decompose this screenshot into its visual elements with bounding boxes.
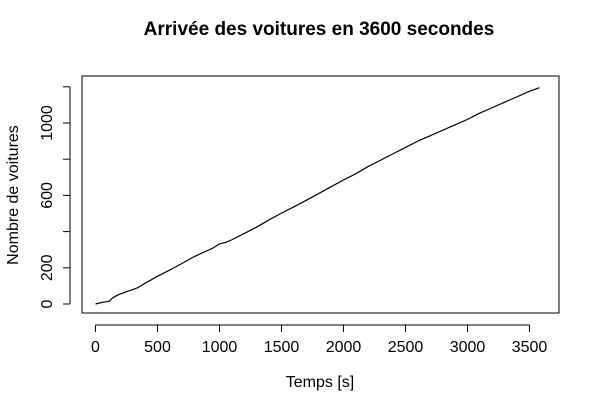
x-tick-label: 3500: [512, 339, 548, 356]
plot-frame: [81, 75, 560, 314]
x-axis-title: Temps [s]: [286, 374, 354, 391]
y-tick-label: 0: [39, 299, 56, 308]
x-tick-label: 3000: [450, 339, 486, 356]
chart-title: Arrivée des voitures en 3600 secondes: [144, 19, 495, 40]
x-tick-label: 1500: [264, 339, 300, 356]
y-axis: 0 200 600 1000: [39, 86, 71, 308]
y-tick-label: 200: [39, 254, 56, 281]
x-axis: 0 500 1000 1500 2000 2500 3000 3500: [91, 324, 548, 356]
x-tick-label: 0: [91, 339, 100, 356]
y-tick-label: 600: [39, 182, 56, 209]
y-tick-label: 1000: [39, 105, 56, 141]
x-tick-label: 500: [144, 339, 171, 356]
x-tick-label: 2500: [388, 339, 424, 356]
series-line: [95, 87, 540, 305]
x-tick-label: 1000: [202, 339, 238, 356]
x-tick-label: 2000: [326, 339, 362, 356]
y-axis-title: Nombre de voitures: [5, 125, 22, 265]
